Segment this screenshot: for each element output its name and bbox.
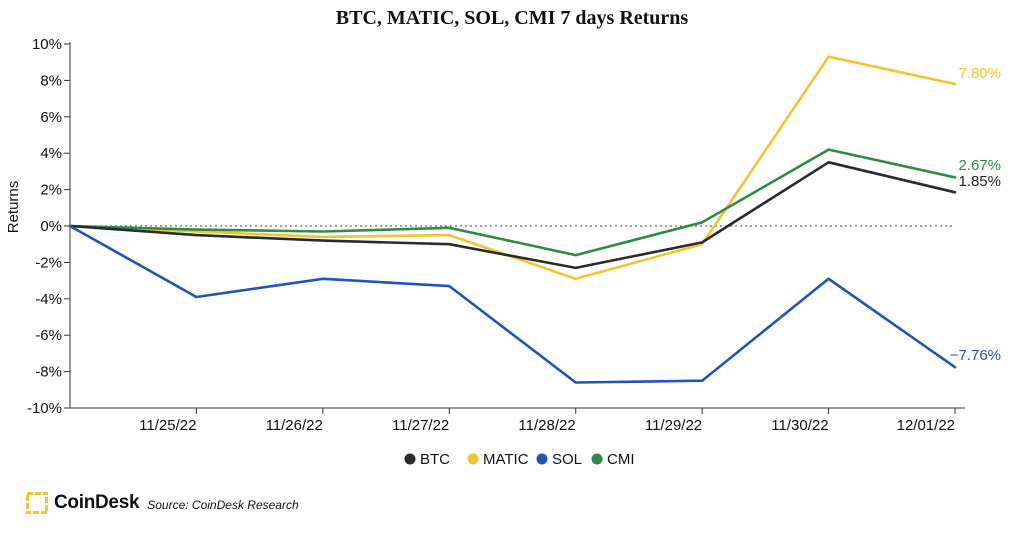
footer: CoinDesk Source: CoinDesk Research [25, 491, 299, 515]
end-value-label-btc: 1.85% [958, 173, 1001, 190]
y-tick-label: -6% [35, 327, 62, 344]
legend-label-btc: BTC [420, 451, 450, 468]
y-tick-label: -4% [35, 291, 62, 308]
chart-title: BTC, MATIC, SOL, CMI 7 days Returns [336, 7, 689, 29]
y-tick-label: -10% [27, 400, 62, 417]
y-axis: 10% 8% 6% 4% 2% 0% -2% -4% -6% -8% -10% [27, 36, 955, 417]
x-tick-label: 11/30/22 [771, 417, 828, 434]
plot-area [68, 55, 957, 384]
legend-label-matic: MATIC [483, 451, 529, 468]
legend-marker-matic [467, 453, 479, 465]
legend-marker-btc [404, 453, 416, 465]
legend: BTC MATIC SOL CMI [404, 451, 635, 468]
y-tick-label: -2% [35, 254, 62, 271]
x-tick-label: 11/25/22 [139, 417, 196, 434]
legend-label-sol: SOL [552, 451, 582, 468]
end-labels: 1.85% 7.80% −7.76% 2.67% [950, 65, 1001, 364]
y-tick-label: 8% [40, 72, 62, 89]
series-line-btc [68, 161, 957, 270]
x-tick-label: 11/27/22 [392, 417, 449, 434]
y-tick-label: 10% [32, 36, 62, 53]
x-tick-label: 11/29/22 [645, 417, 702, 434]
end-value-label-cmi: 2.67% [958, 157, 1001, 174]
x-axis: 11/25/22 11/26/22 11/27/22 11/28/22 11/29/22… [70, 407, 965, 434]
source-note: Source: CoinDesk Research [147, 497, 299, 512]
y-tick-label: -8% [35, 364, 62, 381]
end-value-label-matic: 7.80% [958, 65, 1001, 82]
x-tick-label: 11/26/22 [266, 417, 323, 434]
series-line-sol [68, 224, 957, 384]
legend-marker-sol [536, 453, 548, 465]
y-tick-label: 0% [40, 218, 62, 235]
x-tick-label: 11/28/22 [518, 417, 575, 434]
y-tick-label: 4% [40, 145, 62, 162]
y-axis-title: Returns [5, 181, 22, 234]
x-tick-label: 12/01/22 [897, 417, 955, 434]
legend-marker-cmi [591, 453, 603, 465]
end-value-label-sol: −7.76% [950, 347, 1001, 364]
coindesk-logo-icon [25, 491, 49, 515]
y-tick-label: 2% [40, 182, 62, 199]
series-line-cmi [68, 148, 957, 257]
y-tick-label: 6% [40, 109, 62, 126]
legend-label-cmi: CMI [607, 451, 635, 468]
brand-name: CoinDesk [54, 492, 140, 513]
